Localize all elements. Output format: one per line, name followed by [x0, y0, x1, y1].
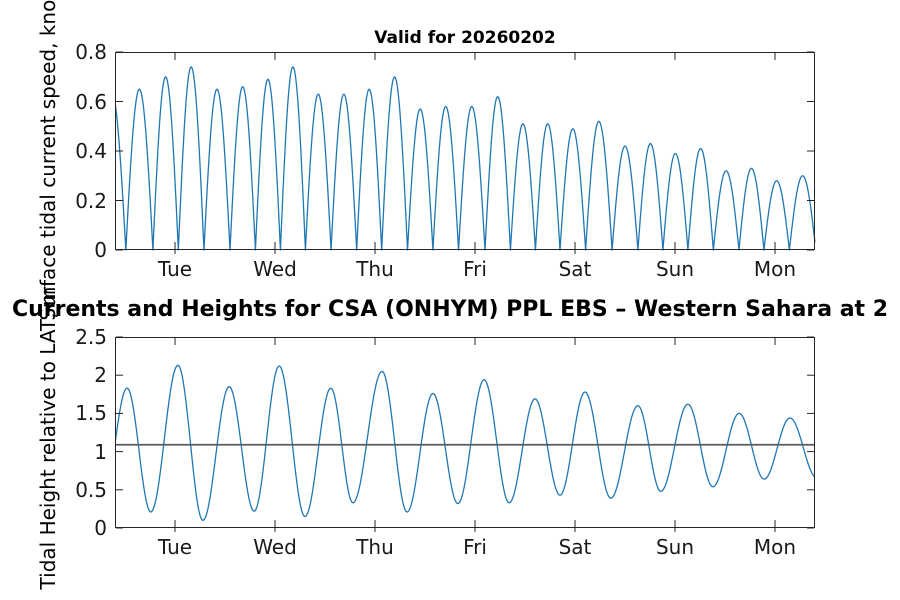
- x-tick-label: Sat: [558, 257, 592, 281]
- y-tick-label: 0.5: [75, 477, 107, 502]
- top-plot-title: Valid for 20260202: [374, 28, 556, 48]
- x-tick-label: Wed: [253, 257, 297, 281]
- y-tick-label: 0: [94, 516, 107, 540]
- current-speed-chart: [114, 51, 816, 254]
- y-tick-label: 0: [94, 238, 107, 262]
- x-tick-label: Tue: [157, 535, 193, 559]
- figure-title: Currents and Heights for CSA (ONHYM) PPL…: [11, 297, 889, 322]
- x-tick-label: Thu: [356, 257, 394, 281]
- x-tick-label: Thu: [356, 535, 394, 559]
- y-tick-label: 0.4: [75, 139, 107, 163]
- x-tick-label: Mon: [753, 535, 797, 559]
- y-tick-label: 1.5: [75, 401, 107, 426]
- y-tick-label: 1: [94, 439, 107, 464]
- tidal-height-chart: [114, 336, 815, 532]
- x-tick-label: Tue: [157, 257, 193, 281]
- x-tick-label: Fri: [463, 535, 487, 559]
- x-tick-label: Sat: [558, 535, 592, 559]
- y-tick-label: 0.6: [75, 89, 107, 114]
- figure-title-clip: Currents and Heights for CSA (ONHYM) PPL…: [0, 296, 900, 326]
- x-tick-label: Mon: [753, 257, 797, 281]
- y-tick-label: 2: [94, 363, 107, 388]
- x-tick-label: Sun: [655, 535, 695, 559]
- y-tick-label: 0.8: [75, 40, 107, 64]
- x-tick-label: Fri: [463, 257, 487, 281]
- x-tick-label: Sun: [655, 257, 695, 281]
- x-tick-label: Wed: [253, 535, 297, 559]
- y-tick-label: 0.2: [75, 188, 107, 213]
- y-tick-label: 2.5: [75, 325, 107, 349]
